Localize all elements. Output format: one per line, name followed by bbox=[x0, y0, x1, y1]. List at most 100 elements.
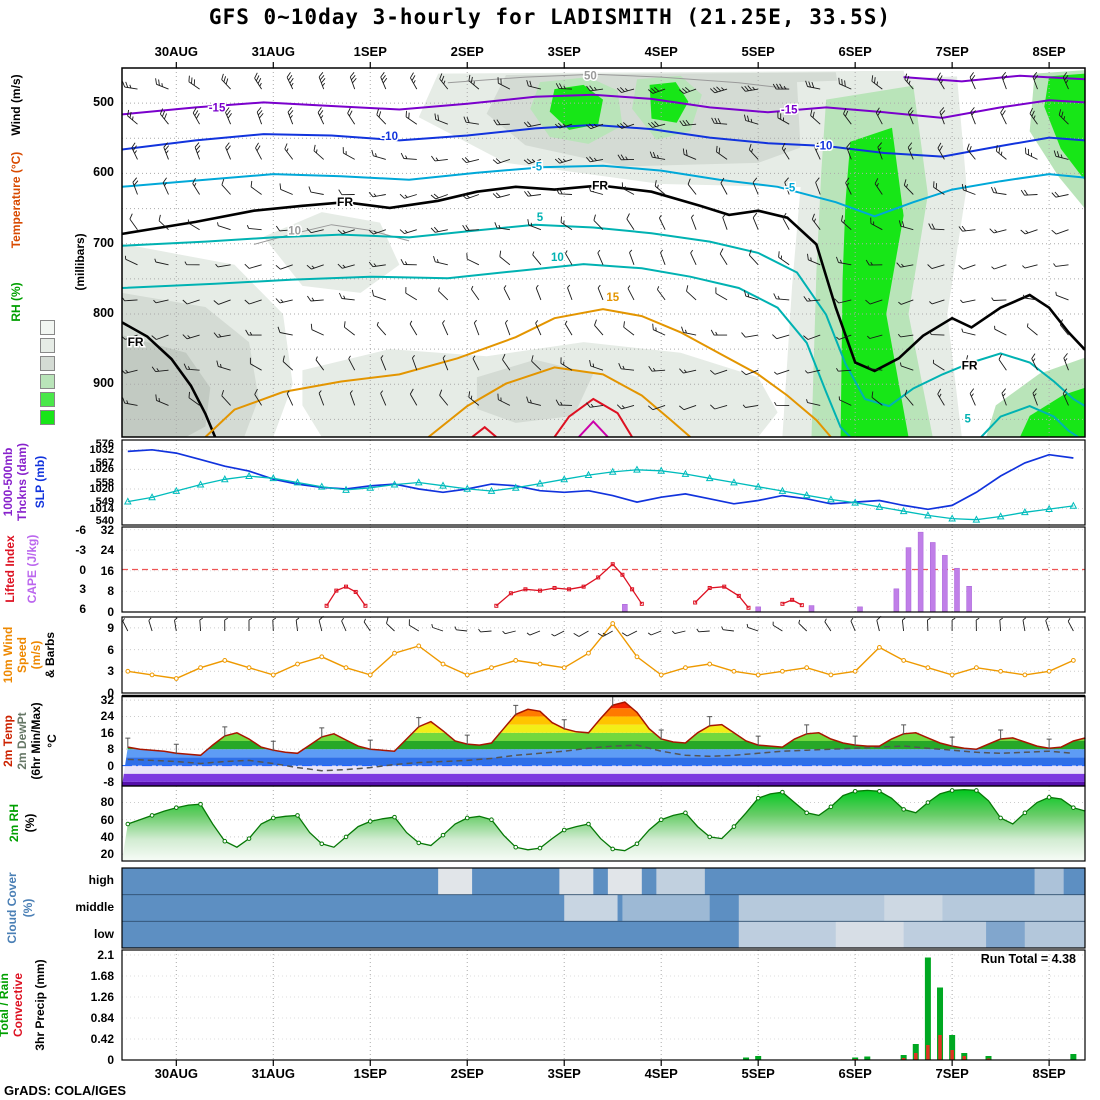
cloud-block bbox=[622, 894, 710, 922]
thickness-marker bbox=[1045, 504, 1053, 512]
li-marker bbox=[799, 603, 804, 608]
lifted-index-line bbox=[495, 563, 643, 607]
cape-tick: 32 bbox=[100, 522, 114, 537]
wind-barb bbox=[151, 366, 169, 373]
wind-barb bbox=[554, 122, 573, 129]
wind-barb bbox=[400, 152, 417, 160]
rh-marker bbox=[998, 815, 1003, 821]
x-tick-top: 31AUG bbox=[251, 44, 295, 59]
wind-barb bbox=[371, 149, 386, 160]
panel-border bbox=[121, 526, 1086, 613]
cape-bar bbox=[905, 547, 912, 613]
contour-label: FR bbox=[592, 178, 608, 192]
wind-barb bbox=[865, 259, 883, 266]
cape-bar bbox=[929, 542, 936, 613]
wind-barb bbox=[958, 225, 976, 232]
thickness-marker bbox=[899, 506, 908, 515]
rh-marker bbox=[610, 846, 616, 852]
wind-barb bbox=[174, 617, 178, 632]
wind-barb bbox=[1053, 263, 1069, 267]
wind-barb bbox=[752, 177, 759, 195]
thickness-marker bbox=[802, 490, 811, 499]
wind-speed-marker bbox=[416, 643, 422, 649]
wind-barb bbox=[163, 142, 170, 160]
wind-speed-marker bbox=[440, 661, 446, 667]
precip-tick: 0.84 bbox=[90, 1011, 114, 1025]
wind-barb bbox=[182, 334, 200, 340]
run-total-label: Run Total = 4.38 bbox=[980, 952, 1076, 966]
wind-barb bbox=[287, 107, 294, 125]
thickness-marker bbox=[439, 481, 447, 489]
chart-title: GFS 0~10day 3-hourly for LADISMITH (21.2… bbox=[208, 5, 892, 29]
cloud-block bbox=[564, 894, 618, 922]
li-marker bbox=[552, 585, 557, 590]
wind-barb bbox=[318, 390, 325, 406]
wind-speed-marker bbox=[707, 661, 713, 667]
rh-area bbox=[122, 789, 1086, 861]
wind-barb bbox=[961, 183, 976, 195]
thickness-tick: 549 bbox=[95, 495, 114, 508]
wind-barb bbox=[470, 285, 480, 301]
wind-barb bbox=[526, 396, 542, 406]
wind-barb bbox=[784, 177, 790, 195]
wind-barb bbox=[752, 212, 759, 230]
wind-barb bbox=[721, 626, 734, 632]
precip-total-bar bbox=[1070, 1054, 1077, 1060]
x-tick-top: 8SEP bbox=[1032, 44, 1066, 59]
precip-tick: 0.42 bbox=[90, 1032, 114, 1046]
wind-barb bbox=[1063, 353, 1069, 371]
slp-line bbox=[127, 448, 1074, 511]
wind-barb bbox=[433, 255, 448, 266]
wind-barb bbox=[284, 143, 294, 160]
wind-barb bbox=[991, 297, 1007, 301]
li-marker bbox=[567, 587, 572, 592]
wind-speed-marker bbox=[586, 650, 591, 656]
minmax-whisker bbox=[222, 726, 228, 737]
wind-barb bbox=[850, 617, 856, 632]
contour-line bbox=[122, 321, 217, 437]
wind-barb bbox=[244, 263, 262, 269]
rh-marker bbox=[1022, 810, 1028, 816]
wind-barb bbox=[122, 397, 138, 406]
wind-barb bbox=[371, 289, 386, 301]
pressure-tick: 700 bbox=[93, 235, 114, 250]
rh-marker bbox=[489, 817, 494, 822]
wind-barb bbox=[994, 325, 1007, 336]
wind-barb bbox=[969, 388, 976, 406]
rh-marker bbox=[949, 788, 955, 793]
precip-total-bar bbox=[755, 1056, 762, 1060]
wind-speed-marker bbox=[149, 672, 155, 678]
wind-speed-marker bbox=[828, 672, 834, 678]
minmax-whisker bbox=[319, 727, 325, 738]
temp-tick: 32 bbox=[100, 693, 114, 708]
rh-marker bbox=[974, 788, 979, 793]
rh-marker bbox=[561, 827, 567, 833]
wind-barb bbox=[213, 299, 231, 305]
thickness-marker bbox=[875, 502, 884, 510]
cloud-block bbox=[884, 894, 943, 922]
thickness-marker bbox=[487, 486, 496, 494]
minmax-whisker bbox=[513, 704, 519, 716]
wind-barb bbox=[618, 363, 635, 371]
wind-barb bbox=[439, 73, 449, 90]
wind-speed-marker bbox=[634, 654, 640, 660]
wind-barb bbox=[897, 333, 914, 338]
panel-left-label: (%) bbox=[21, 898, 35, 918]
wind-barb bbox=[275, 264, 293, 270]
rh-marker bbox=[270, 815, 276, 821]
wind-barb bbox=[743, 290, 759, 301]
wind-barb bbox=[648, 87, 666, 94]
wind-barb bbox=[781, 142, 790, 160]
x-tick-bottom: 1SEP bbox=[353, 1066, 387, 1081]
wind-barb bbox=[687, 178, 697, 195]
wind-barb bbox=[681, 326, 697, 336]
wind-barb bbox=[1001, 388, 1007, 406]
rh-tick: 80 bbox=[100, 795, 114, 810]
wind-barb bbox=[746, 623, 759, 632]
minmax-whisker bbox=[416, 717, 422, 728]
li-tick: 6 bbox=[79, 602, 86, 617]
wind-barb bbox=[654, 180, 666, 195]
wind-barb bbox=[158, 214, 169, 231]
wind-barb bbox=[341, 617, 347, 632]
rh-marker bbox=[513, 844, 519, 850]
